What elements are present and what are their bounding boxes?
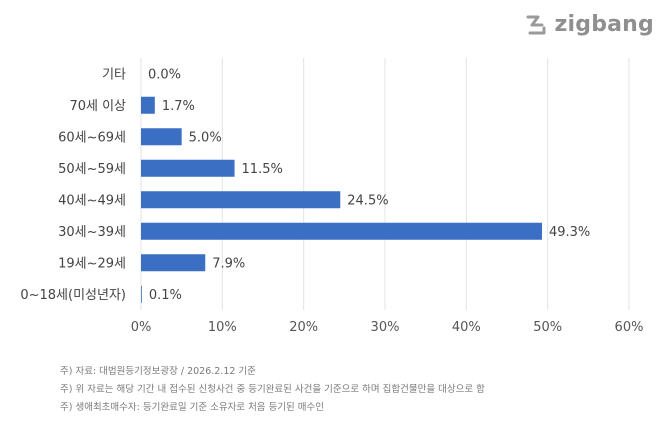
category-label: 기타 bbox=[102, 67, 126, 82]
bar-chart: 기타 70세 이상 60세~69세 50세~59세 40세~49세 30세~39세 19세~… bbox=[20, 58, 644, 335]
bar bbox=[141, 222, 542, 240]
footnote-scope: 주) 위 자료는 해당 기간 내 접수된 신청사건 중 등기완료된 사건을 기준… bbox=[60, 384, 485, 395]
bar bbox=[141, 159, 235, 177]
category-label: 40세~49세 bbox=[58, 193, 126, 208]
value-label: 5.0% bbox=[189, 130, 222, 145]
x-tick-label: 30% bbox=[371, 320, 400, 335]
value-label: 11.5% bbox=[242, 162, 283, 177]
x-tick-label: 40% bbox=[452, 320, 481, 335]
bar bbox=[141, 254, 206, 272]
category-label: 70세 이상 bbox=[69, 99, 126, 114]
footnote-source: 주) 자료: 대법원등기정보광장 / 2026.2.12 기준 bbox=[60, 366, 256, 377]
footnotes: 주) 자료: 대법원등기정보광장 / 2026.2.12 기준 주) 위 자료는… bbox=[60, 363, 485, 417]
category-label: 0~18세(미성년자) bbox=[20, 288, 126, 303]
brand-logo: zigbang bbox=[523, 12, 655, 37]
x-tick-label: 10% bbox=[208, 320, 237, 335]
x-tick-labels: 0% 10% 20% 30% 40% 50% 60% bbox=[131, 320, 644, 335]
category-label: 19세~29세 bbox=[58, 256, 126, 271]
category-label: 50세~59세 bbox=[58, 162, 126, 177]
value-label: 1.7% bbox=[162, 99, 195, 114]
brand-name: zigbang bbox=[554, 12, 654, 37]
value-label: 24.5% bbox=[347, 193, 388, 208]
x-tick-label: 20% bbox=[289, 320, 318, 335]
category-labels: 기타 70세 이상 60세~69세 50세~59세 40세~49세 30세~39세 19세~… bbox=[20, 67, 126, 303]
category-label: 60세~69세 bbox=[58, 130, 126, 145]
category-label: 30세~39세 bbox=[58, 225, 126, 240]
x-tick-label: 50% bbox=[533, 320, 562, 335]
x-tick-label: 0% bbox=[131, 320, 152, 335]
chart-bars bbox=[141, 96, 542, 303]
value-label: 0.1% bbox=[149, 288, 182, 303]
bar bbox=[141, 96, 155, 114]
x-tick-label: 60% bbox=[615, 320, 644, 335]
zigbang-logo-icon bbox=[526, 15, 545, 34]
bar bbox=[141, 128, 182, 146]
bar bbox=[141, 285, 142, 303]
chart-grid bbox=[140, 58, 630, 310]
value-label: 49.3% bbox=[549, 225, 590, 240]
value-label: 7.9% bbox=[212, 256, 245, 271]
value-labels: 0.0% 1.7% 5.0% 11.5% 24.5% 49.3% 7.9% 0.1% bbox=[148, 67, 590, 303]
value-label: 0.0% bbox=[148, 67, 181, 82]
footnote-definition: 주) 생애최초매수자: 등기완료일 기준 소유자로 처음 등기된 매수인 bbox=[60, 402, 325, 413]
bar bbox=[141, 191, 341, 209]
